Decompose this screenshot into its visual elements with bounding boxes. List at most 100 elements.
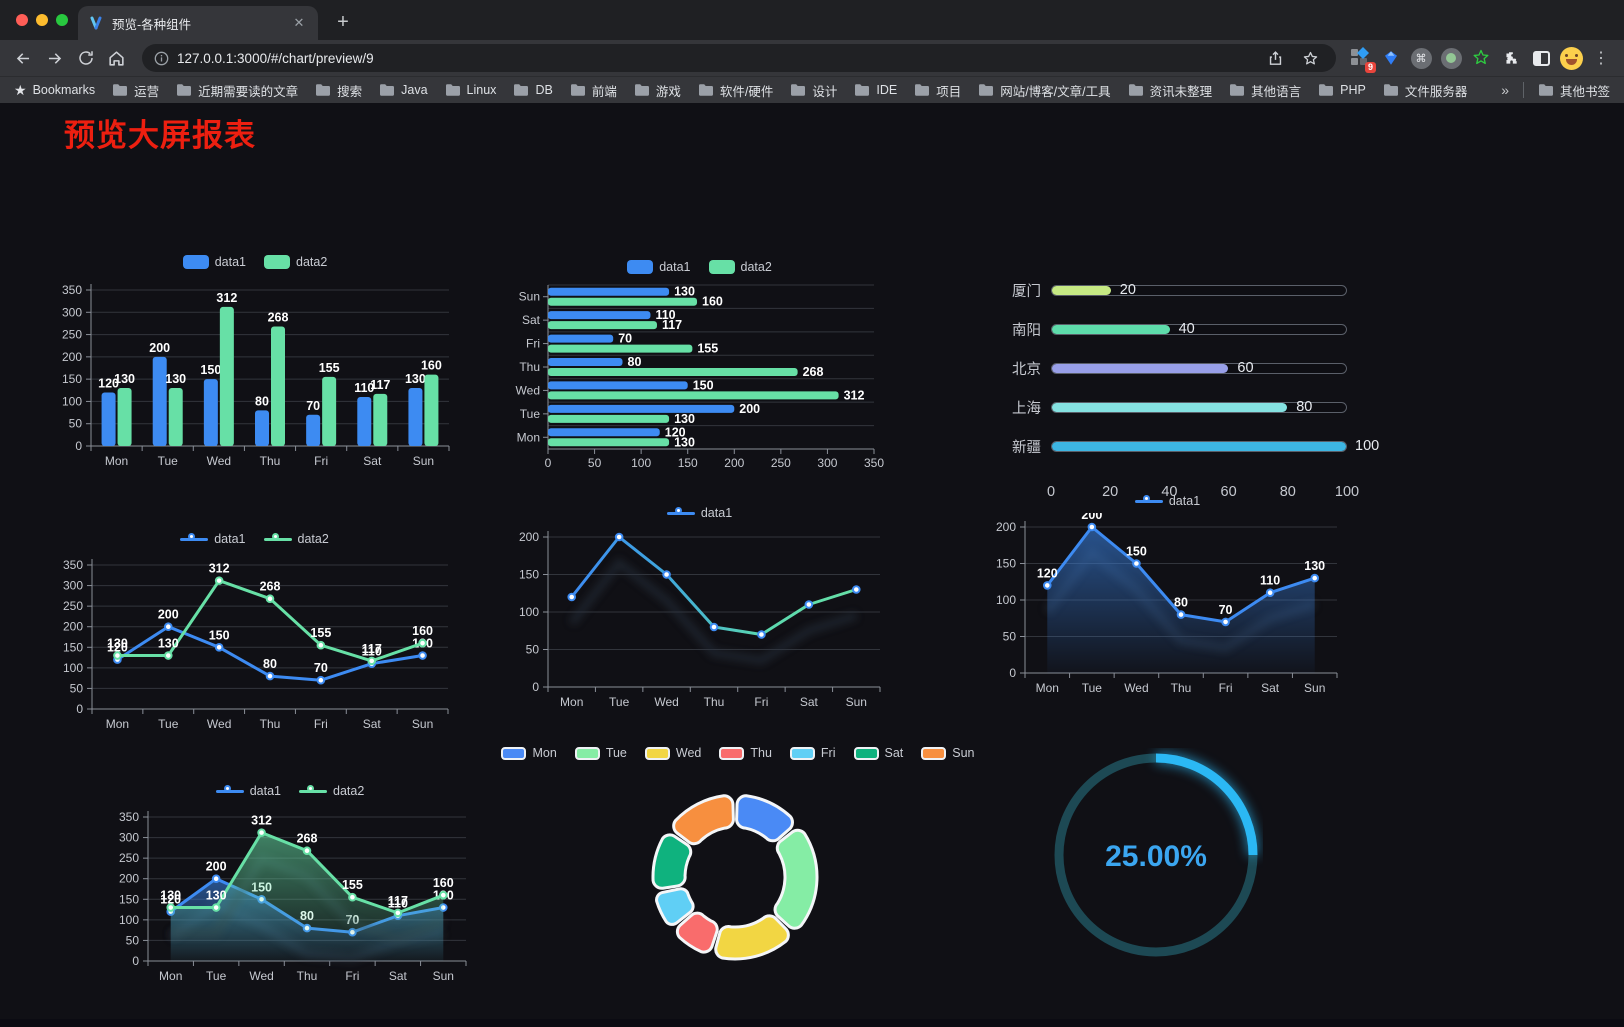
bar-data2-Thu[interactable] (548, 368, 798, 376)
bar-data1-Wed[interactable] (548, 381, 688, 390)
data-point-data2-Thu[interactable] (302, 846, 312, 856)
bookmark-folder-item[interactable]: 近期需要读的文章 (176, 81, 298, 100)
bookmark-folder-item[interactable]: 资讯未整理 (1128, 81, 1212, 100)
line-chart-plot[interactable]: 0 50 100 150 200 Mon Tue Wed Thu Fri Sat Sun (502, 525, 897, 729)
data-point-data1-Tue[interactable] (163, 622, 173, 632)
line-chart-plot[interactable]: 0 50 100 150 200 Mon Tue Wed Thu Fri Sat Sun 120 200 1… (985, 508, 1350, 715)
bookmark-folder-item[interactable]: DB (513, 83, 553, 97)
pie-slice-Mon[interactable] (735, 794, 794, 843)
progress-row-厦门[interactable]: 厦门 20 (995, 271, 1347, 310)
legend-item-data1[interactable]: data1 (627, 260, 691, 274)
area-line-chart[interactable]: data1 0 50 100 150 200 Mon Tue Wed Thu Fri Sat Sun 12… (985, 489, 1350, 717)
share-icon[interactable] (1262, 45, 1289, 72)
bookmark-folder-item[interactable]: 项目 (914, 81, 961, 100)
bar-chart-plot[interactable]: 0 50 100 150 200 250 300 350 Mon Tue Wed Thu Fri Sat S… (45, 274, 465, 488)
bar-data2-Sun[interactable] (548, 297, 698, 306)
data-point-data1-Sun[interactable] (418, 651, 427, 660)
bar-data1-Mon[interactable] (548, 428, 660, 437)
legend-item-data1[interactable]: data1 (182, 255, 246, 269)
forward-icon[interactable] (41, 45, 68, 72)
bar-data1-Sun[interactable] (548, 287, 670, 296)
bar-data2-Sun[interactable] (424, 374, 439, 446)
bar-data2-Tue[interactable] (168, 388, 183, 446)
pie-slice-Fri[interactable] (655, 887, 695, 926)
address-bar[interactable]: 127.0.0.1:3000/#/chart/preview/9 (142, 44, 1336, 72)
bar-data1-Fri[interactable] (548, 334, 614, 343)
legend-item-data2[interactable]: data2 (264, 255, 327, 269)
data-point-data1-Thu[interactable] (1176, 610, 1186, 619)
legend-item-Tue[interactable]: Tue (574, 746, 627, 760)
data-point-data1-Fri[interactable] (316, 675, 326, 685)
bookmark-folder-item[interactable]: 其他语言 (1229, 81, 1301, 100)
bookmark-folder-item[interactable]: PHP (1318, 83, 1366, 97)
legend-item-Sun[interactable]: Sun (921, 746, 975, 760)
bookmark-folder-item[interactable]: 文件服务器 (1383, 81, 1467, 100)
grouped-bar-chart[interactable]: data1 data2 0 50 100 150 200 250 300 350 Mon Tue Wed… (45, 250, 465, 490)
data-point-data2-Sun[interactable] (418, 638, 427, 648)
gauge-plot[interactable]: 25.00% (1049, 748, 1263, 962)
menu-kebab-icon[interactable]: ⋮ (1593, 50, 1609, 67)
bar-data1-Sun[interactable] (408, 388, 423, 446)
bookmark-folder-item[interactable]: IDE (854, 83, 897, 97)
data-point-data1-Sun[interactable] (851, 585, 861, 594)
maximize-window-button[interactable] (56, 14, 68, 26)
extension-panel-icon[interactable] (1528, 45, 1554, 71)
progress-row-北京[interactable]: 北京 60 (995, 349, 1347, 388)
tab-close-icon[interactable]: ✕ (293, 15, 305, 30)
pie-slice-Sun[interactable] (672, 794, 735, 846)
extension-puzzle-icon[interactable] (1498, 45, 1524, 71)
pie-slice-Tue[interactable] (773, 828, 819, 930)
bar-data2-Sat[interactable] (373, 393, 388, 446)
extension-star-icon[interactable] (1468, 45, 1494, 71)
close-window-button[interactable] (16, 14, 28, 26)
bar-data2-Fri[interactable] (322, 376, 337, 446)
data-point-data1-Thu[interactable] (265, 671, 275, 681)
bar-data1-Tue[interactable] (152, 356, 167, 446)
bookmark-folder-item[interactable]: 游戏 (634, 81, 681, 100)
legend-item-Sat[interactable]: Sat (853, 746, 903, 760)
home-icon[interactable] (103, 45, 130, 72)
extension-grid-icon[interactable]: 9 (1348, 45, 1376, 73)
bar-data2-Mon[interactable] (548, 438, 670, 447)
data-point-data1-Wed[interactable] (662, 570, 671, 579)
bookmark-folder-item[interactable]: 设计 (790, 81, 837, 100)
data-point-data1-Fri[interactable] (1221, 617, 1230, 627)
bar-data2-Fri[interactable] (548, 344, 693, 353)
bar-data1-Sat[interactable] (357, 396, 372, 446)
reload-icon[interactable] (72, 45, 99, 72)
bar-data2-Wed[interactable] (548, 391, 839, 400)
legend-item-data2[interactable]: data2 (708, 260, 772, 274)
progress-row-南阳[interactable]: 南阳 40 (995, 310, 1347, 349)
data-point-data1-Mon[interactable] (567, 592, 577, 602)
gradient-line-chart[interactable]: data1 0 50 100 150 200 Mon Tue Wed Thu Fri Sat Sun (502, 501, 897, 731)
data-point-data1-Fri[interactable] (757, 630, 766, 639)
minimize-window-button[interactable] (36, 14, 48, 26)
extension-dot-icon[interactable] (1438, 45, 1464, 71)
data-point-data1-Tue[interactable] (1087, 522, 1097, 532)
bar-data1-Wed[interactable] (203, 379, 218, 446)
gauge-chart[interactable]: 25.00% (1049, 748, 1263, 962)
data-point-data1-Tue[interactable] (211, 874, 221, 884)
pie-slice-Sat[interactable] (651, 833, 693, 890)
legend-item-data2[interactable]: data2 (299, 784, 364, 798)
two-series-area-chart[interactable]: data1 data2 0 50 100 150 200 250 300 350 Mon Tue Wed… (100, 779, 480, 1007)
donut-chart[interactable]: Mon Tue Wed Thu Fri Sat Sun (501, 741, 975, 989)
extension-gem-icon[interactable] (1378, 45, 1404, 71)
data-point-data2-Wed[interactable] (214, 576, 224, 585)
bookmark-folder-item[interactable]: 前端 (570, 81, 617, 100)
legend-item-Fri[interactable]: Fri (789, 746, 836, 760)
legend-item-data1[interactable]: data1 (1134, 494, 1200, 508)
line-chart-plot[interactable]: 0 50 100 150 200 250 300 350 Mon Tue Wed Thu Fri Sat S… (42, 551, 467, 753)
bookmark-folder-item[interactable]: Linux (445, 83, 496, 97)
bar-data1-Fri[interactable] (306, 414, 321, 446)
progress-row-上海[interactable]: 上海 80 (995, 388, 1347, 427)
bar-data2-Sat[interactable] (548, 321, 657, 330)
data-point-data2-Mon[interactable] (166, 903, 176, 912)
bar-data1-Mon[interactable] (101, 392, 116, 446)
new-tab-button[interactable]: + (337, 11, 349, 33)
bar-data1-Tue[interactable] (548, 404, 735, 413)
data-point-data1-Tue[interactable] (614, 532, 624, 542)
legend-item-data1[interactable]: data1 (180, 532, 246, 546)
data-point-data1-Wed[interactable] (1132, 559, 1141, 568)
extension-command-icon[interactable]: ⌘ (1408, 45, 1434, 71)
